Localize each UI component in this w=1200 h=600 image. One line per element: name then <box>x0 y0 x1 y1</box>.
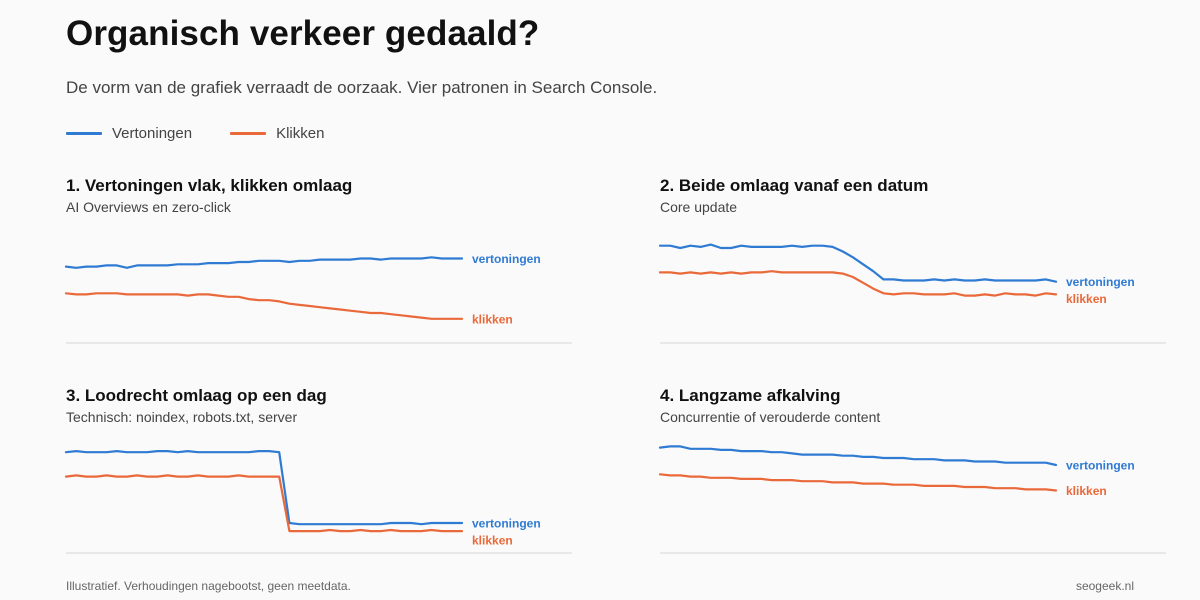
series-end-label-vertoningen: vertoningen <box>1066 459 1135 473</box>
series-line-vertoningen <box>658 445 1058 467</box>
legend-label-vertoningen: Vertoningen <box>112 125 193 142</box>
chart-subtitle: Core update <box>660 199 738 215</box>
series-end-label-vertoningen: vertoningen <box>472 517 541 531</box>
series-line-klikken <box>64 292 464 320</box>
chart-title: 3. Loodrecht omlaag op een dag <box>66 386 327 405</box>
footer-note: Illustratief. Verhoudingen nagebootst, g… <box>66 579 351 593</box>
chart-4-svg: vertoningen klikken <box>658 445 1166 554</box>
series-end-label-klikken: klikken <box>1066 484 1107 498</box>
chart-subtitle: Technisch: noindex, robots.txt, server <box>66 409 298 425</box>
chart-title: 2. Beide omlaag vanaf een datum <box>660 176 929 195</box>
series-line-vertoningen <box>64 449 464 526</box>
chart-panel-4: 4. Langzame afkalving Concurrentie of ve… <box>658 386 1166 566</box>
legend-label-klikken: Klikken <box>276 125 325 142</box>
series-line-vertoningen <box>658 243 1058 283</box>
chart-2-svg: vertoningen klikken <box>658 243 1166 344</box>
chart-panel-2: 2. Beide omlaag vanaf een datum Core upd… <box>658 176 1166 356</box>
series-end-label-klikken: klikken <box>472 534 513 548</box>
chart-1-svg: vertoningen klikken <box>64 252 572 344</box>
legend-item-vertoningen: Vertoningen <box>66 125 192 142</box>
legend-swatch-klikken <box>230 132 267 135</box>
series-line-klikken <box>64 474 464 533</box>
series-end-label-vertoningen: vertoningen <box>472 252 541 266</box>
chart-title: 1. Vertoningen vlak, klikken omlaag <box>66 176 353 195</box>
series-end-label-klikken: klikken <box>1066 292 1107 306</box>
footer-source: seogeek.nl <box>1075 579 1134 593</box>
chart-3-svg: vertoningen klikken <box>64 449 572 554</box>
chart-panel-1: 1. Vertoningen vlak, klikken omlaag AI O… <box>64 176 572 356</box>
chart-panel-3: 3. Loodrecht omlaag op een dag Technisch… <box>64 386 572 566</box>
series-line-klikken <box>658 270 1058 297</box>
legend-item-klikken: Klikken <box>230 125 324 142</box>
chart-title: 4. Langzame afkalving <box>660 386 841 405</box>
series-line-klikken <box>658 473 1058 492</box>
chart-subtitle: AI Overviews en zero-click <box>66 199 231 215</box>
series-line-vertoningen <box>64 256 464 269</box>
legend-swatch-vertoningen <box>66 132 102 135</box>
page-subtitle: De vorm van de grafiek verraadt de oorza… <box>66 78 658 97</box>
series-end-label-klikken: klikken <box>472 312 513 326</box>
legend: Vertoningen Klikken <box>66 125 362 142</box>
chart-subtitle: Concurrentie of verouderde content <box>660 409 881 425</box>
series-end-label-vertoningen: vertoningen <box>1066 275 1135 289</box>
page-title: Organisch verkeer gedaald? <box>66 14 540 53</box>
